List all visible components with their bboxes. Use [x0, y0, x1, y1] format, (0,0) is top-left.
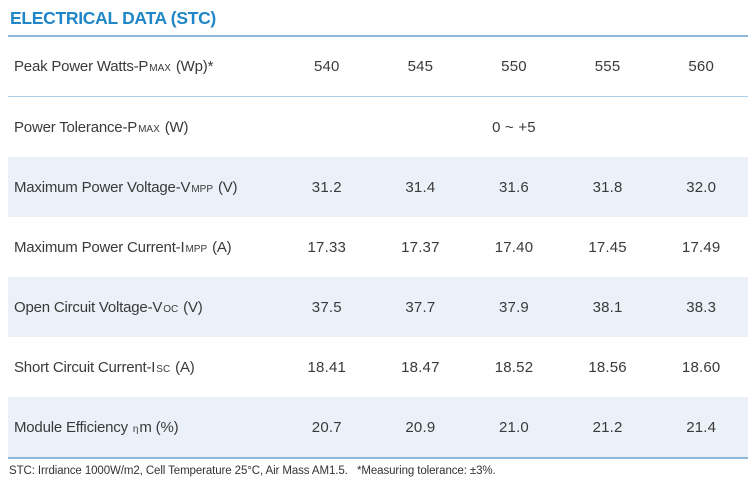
row-label: Power Tolerance-PMAX (W) [8, 119, 280, 136]
section-title: ELECTRICAL DATA (STC) [10, 8, 216, 28]
row-label-text: Maximum Power Current-I [14, 238, 185, 256]
row-label-subscript: MAX [149, 63, 171, 74]
row-label-text: (W) [160, 118, 189, 136]
row-label: Peak Power Watts-PMAX (Wp)* [8, 58, 280, 75]
value-cell: 555 [594, 58, 621, 75]
title-divider [8, 35, 748, 37]
value-cell: 37.9 [498, 298, 529, 316]
value-cell: 17.40 [494, 238, 534, 256]
row-label-text: (A) [171, 358, 195, 376]
table-row: Short Circuit Current-ISC (A) 18.41 18.4… [8, 337, 748, 397]
row-label-subscript: η [132, 423, 139, 435]
table-row: Maximum Power Current-IMPP (A) 17.33 17.… [8, 217, 748, 277]
row-label-subscript: MPP [191, 183, 213, 195]
footnote: STC: Irrdiance 1000W/m2, Cell Temperatur… [9, 465, 496, 477]
value-cell: 17.45 [588, 238, 627, 256]
value-cell: 37.7 [405, 298, 436, 316]
table-row: Maximum Power Voltage-VMPP (V) 31.2 31.4… [8, 157, 748, 217]
row-label-text: Peak Power Watts-P [14, 58, 149, 75]
row-label-text: Module Efficiency [14, 418, 132, 436]
row-label: Maximum Power Voltage-VMPP (V) [8, 179, 280, 196]
value-cell: 31.4 [405, 178, 436, 196]
value-cell: 20.9 [405, 418, 436, 436]
value-cell: 0 ~ +5 [492, 118, 536, 136]
row-label: Maximum Power Current-IMPP (A) [8, 239, 280, 256]
value-cell: 31.2 [311, 178, 342, 196]
value-cell: 37.5 [311, 298, 342, 316]
value-cell: 20.7 [311, 418, 342, 436]
row-label-text: Maximum Power Voltage-V [14, 178, 191, 196]
row-label-text: (Wp)* [171, 58, 214, 75]
row-label-subscript: OC [163, 303, 179, 315]
row-label-text: (V) [213, 178, 238, 196]
value-cell: 18.56 [588, 358, 627, 376]
row-label-subscript: MAX [138, 123, 160, 135]
row-label: Open Circuit Voltage-VOC (V) [8, 299, 280, 316]
value-cell: 560 [688, 58, 714, 75]
value-cell: 38.1 [592, 298, 623, 316]
value-cell: 21.2 [592, 418, 623, 436]
row-label-subscript: MPP [185, 243, 208, 255]
table-row: Power Tolerance-PMAX (W) 0 ~ +5 [8, 97, 748, 157]
row-label-text: (A) [208, 238, 232, 256]
value-cell: 18.41 [307, 358, 347, 376]
table-bottom-divider [8, 457, 748, 459]
value-cell: 21.4 [686, 418, 717, 436]
table-row: Peak Power Watts-PMAX (Wp)* 540 545 550 … [8, 37, 748, 97]
row-label-subscript: SC [156, 363, 171, 375]
electrical-data-table: Peak Power Watts-PMAX (Wp)* 540 545 550 … [8, 37, 748, 457]
row-label-text: Short Circuit Current-I [14, 358, 156, 376]
value-cell: 540 [313, 58, 340, 75]
value-cell: 550 [501, 58, 527, 75]
value-cell: 31.6 [498, 178, 529, 196]
value-cell: 18.60 [681, 358, 721, 376]
value-cell: 18.52 [494, 358, 534, 376]
value-cell: 32.0 [686, 178, 717, 196]
value-cell: 18.47 [401, 358, 440, 376]
value-cell: 31.8 [592, 178, 623, 196]
table-row: Module Efficiency ηm (%) 20.7 20.9 21.0 … [8, 397, 748, 457]
row-label-text: (V) [179, 298, 203, 316]
row-label-text: Open Circuit Voltage-V [14, 298, 163, 316]
value-cell: 21.0 [498, 418, 529, 436]
value-cell: 17.49 [681, 238, 721, 256]
value-cell: 545 [407, 58, 434, 75]
row-label-text: Power Tolerance-P [14, 118, 138, 136]
row-label-text: m (%) [139, 418, 179, 436]
table-row: Open Circuit Voltage-VOC (V) 37.5 37.7 3… [8, 277, 748, 337]
row-label: Short Circuit Current-ISC (A) [8, 359, 280, 376]
value-cell: 17.37 [401, 238, 440, 256]
value-cell: 38.3 [686, 298, 717, 316]
row-label: Module Efficiency ηm (%) [8, 419, 280, 436]
value-cell: 17.33 [307, 238, 347, 256]
